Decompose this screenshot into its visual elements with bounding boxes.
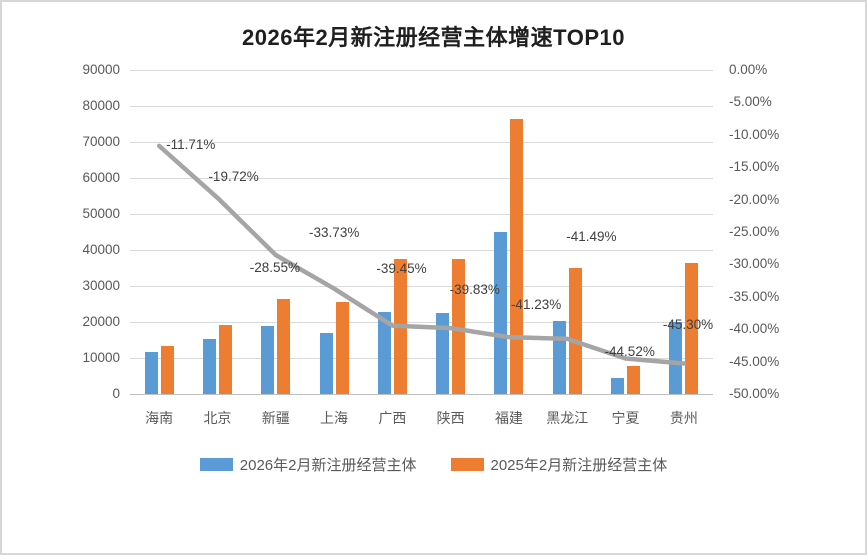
bar-2025	[510, 118, 524, 394]
gridline	[130, 70, 713, 71]
bar-2026	[669, 322, 683, 394]
gridline	[130, 214, 713, 215]
right-axis-tick-label: -45.00%	[729, 353, 780, 369]
line-data-label: -41.49%	[566, 228, 617, 244]
gridline	[130, 322, 713, 323]
bar-2025	[277, 298, 291, 394]
bar-2025	[335, 301, 349, 394]
gridline	[130, 142, 713, 143]
line-data-label: -11.71%	[166, 136, 216, 152]
bar-2025	[685, 263, 699, 394]
line-data-label: -44.52%	[604, 344, 655, 360]
line-data-label: -19.72%	[208, 168, 259, 184]
bar-2026	[319, 332, 333, 394]
legend-label: 2025年2月新注册经营主体	[490, 457, 668, 474]
x-axis-category-label: 北京	[203, 410, 232, 426]
bar-2026	[202, 338, 216, 394]
legend-label: 2026年2月新注册经营主体	[239, 457, 417, 474]
x-axis-category-label: 宁夏	[611, 410, 640, 426]
right-axis-tick-label: -10.00%	[729, 126, 780, 142]
x-axis-category-label: 黑龙江	[546, 410, 589, 426]
bar-2026	[144, 351, 158, 394]
gridline	[130, 106, 713, 107]
x-axis-category-label: 海南	[145, 410, 174, 426]
x-axis-category-label: 贵州	[669, 410, 698, 426]
chart-title: 2026年2月新注册经营主体增速TOP10	[242, 25, 625, 50]
legend-item-2025: 2025年2月新注册经营主体	[450, 454, 668, 475]
left-axis-tick-label: 60000	[82, 170, 120, 185]
line-data-label: -28.55%	[249, 260, 301, 275]
gridline	[130, 250, 713, 251]
chart-legend: 2026年2月新注册经营主体 2025年2月新注册经营主体	[2, 454, 865, 475]
x-axis-category-label: 福建	[494, 410, 523, 426]
bar-2025	[452, 258, 466, 394]
left-axis-tick-label: 0	[112, 386, 120, 401]
left-axis-tick-label: 80000	[82, 98, 120, 113]
line-data-label: -39.45%	[376, 260, 427, 276]
x-axis-category-label: 新疆	[261, 410, 290, 426]
left-axis-tick-label: 20000	[82, 314, 120, 329]
gridline	[130, 286, 713, 287]
bar-2026	[377, 312, 391, 394]
line-data-label: -41.23%	[510, 297, 562, 313]
bar-2026	[494, 232, 508, 394]
line-data-label: -39.83%	[449, 282, 500, 298]
left-axis-tick-label: 70000	[82, 134, 120, 149]
legend-swatch	[450, 458, 484, 471]
bar-2025	[568, 268, 582, 394]
right-axis-tick-label: -30.00%	[729, 256, 780, 272]
left-axis-tick-label: 40000	[82, 242, 120, 257]
bar-2026	[611, 378, 625, 394]
x-axis-category-label: 广西	[378, 410, 407, 426]
bar-2026	[552, 320, 566, 394]
bar-2025	[627, 365, 641, 394]
legend-item-2026: 2026年2月新注册经营主体	[199, 454, 417, 475]
right-axis-tick-label: -20.00%	[729, 191, 780, 207]
line-data-label: -33.73%	[309, 224, 360, 240]
bar-2026	[436, 312, 450, 394]
x-axis-category-label: 陕西	[436, 410, 465, 426]
gridline	[130, 394, 713, 395]
bar-2025	[160, 345, 174, 394]
legend-swatch	[199, 458, 233, 471]
right-axis-tick-label: -25.00%	[729, 224, 780, 239]
line-data-label: -45.30%	[662, 316, 714, 332]
bar-2026	[261, 325, 275, 394]
right-axis-tick-label: -15.00%	[729, 159, 780, 175]
x-axis-category-label: 上海	[320, 410, 349, 426]
right-axis-tick-label: -50.00%	[729, 386, 780, 401]
right-axis-tick-label: -5.00%	[729, 94, 772, 110]
right-axis-tick-label: -35.00%	[729, 288, 780, 304]
right-axis-tick-label: 0.00%	[729, 62, 768, 77]
left-axis-tick-label: 90000	[82, 62, 120, 77]
bar-2025	[218, 324, 232, 394]
right-axis-tick-label: -40.00%	[729, 321, 780, 337]
bar-2025	[393, 259, 407, 394]
left-axis-tick-label: 50000	[82, 206, 120, 221]
left-axis-tick-label: 30000	[82, 278, 120, 293]
left-axis-tick-label: 10000	[82, 350, 120, 365]
